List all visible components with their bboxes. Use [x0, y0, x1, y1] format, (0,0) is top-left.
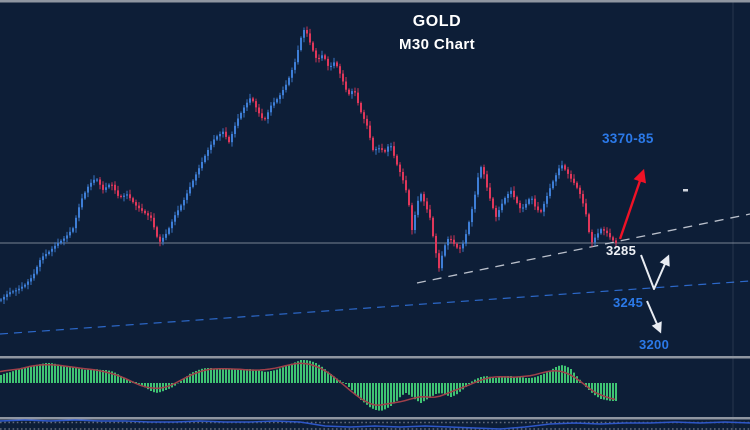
level-3200-label: 3200	[639, 337, 670, 352]
chart-title-symbol: GOLD	[412, 13, 462, 30]
support-price-label: 3285	[606, 243, 637, 258]
chart-title-timeframe: M30 Chart	[398, 36, 476, 53]
chart-title: GOLD M30 Chart	[352, 13, 522, 53]
target-price-label: 3370-85	[602, 131, 654, 146]
level-3245-label: 3245	[613, 295, 644, 310]
